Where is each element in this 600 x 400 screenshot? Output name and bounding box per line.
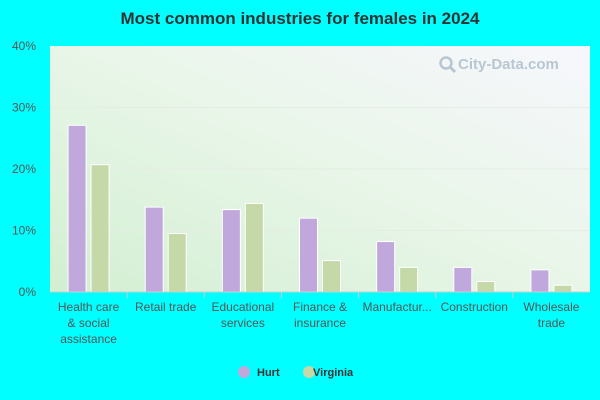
x-tick-label-line: Health care: [58, 300, 120, 314]
x-tick-label-line: Wholesale: [523, 300, 579, 314]
y-axis: 0% 10% 20% 30% 40%: [12, 39, 36, 299]
x-tick-label: Health care & social assistance: [58, 300, 120, 346]
legend-label-virginia: Virginia: [313, 367, 354, 379]
bar-hurt: [530, 269, 550, 293]
x-tick-label-line: assistance: [60, 332, 117, 346]
x-tick-label: Construction: [441, 300, 508, 314]
legend-label-hurt: Hurt: [257, 367, 280, 379]
x-tick-label-line: Retail trade: [135, 300, 197, 314]
bar-hurt: [299, 217, 318, 293]
chart-title: Most common industries for females in 20…: [121, 9, 481, 28]
bar-virginia: [553, 284, 573, 293]
bar-virginia: [167, 233, 187, 293]
bar-virginia: [90, 164, 110, 293]
legend-swatch-hurt: [238, 366, 250, 378]
gridlines: [50, 107, 590, 231]
legend-swatch-virginia: [303, 366, 315, 378]
bar-virginia: [244, 202, 264, 293]
y-tick-label: 10%: [12, 224, 36, 238]
x-tick-label-line: Manufactur...: [362, 300, 431, 314]
y-tick-label: 0%: [19, 285, 37, 299]
y-tick-label: 30%: [12, 101, 36, 115]
bar-virginia: [322, 260, 341, 293]
x-tick-label: Educational services: [211, 300, 274, 330]
bar-hurt: [453, 266, 473, 293]
x-tick-label: Retail trade: [135, 300, 197, 314]
watermark-text: City-Data.com: [458, 56, 559, 73]
x-tick-label-line: Finance &: [293, 300, 347, 314]
x-axis: Health care & social assistance Retail trad…: [58, 292, 580, 346]
x-tick-label: Wholesale trade: [523, 300, 579, 330]
x-tick-label-line: trade: [538, 316, 566, 330]
bar-virginia: [476, 281, 496, 293]
legend: Hurt Virginia: [238, 366, 354, 379]
x-tick-label-line: Construction: [441, 300, 508, 314]
x-tick-label-line: insurance: [294, 316, 346, 330]
x-tick-label-line: Educational: [211, 300, 274, 314]
y-tick-label: 40%: [12, 39, 36, 53]
y-tick-label: 20%: [12, 162, 36, 176]
bar-virginia: [399, 266, 419, 293]
magnifier-icon: [439, 56, 457, 74]
watermark: City-Data.com: [439, 56, 559, 74]
x-tick-label-line: & social: [68, 316, 110, 330]
bar-hurt: [67, 124, 87, 293]
x-tick-label-line: services: [221, 316, 265, 330]
x-tick-label: Manufactur...: [362, 300, 431, 314]
bar-hurt: [221, 209, 241, 293]
bar-hurt: [144, 206, 164, 293]
bar-hurt: [376, 241, 396, 293]
x-tick-label: Finance & insurance: [293, 300, 347, 330]
